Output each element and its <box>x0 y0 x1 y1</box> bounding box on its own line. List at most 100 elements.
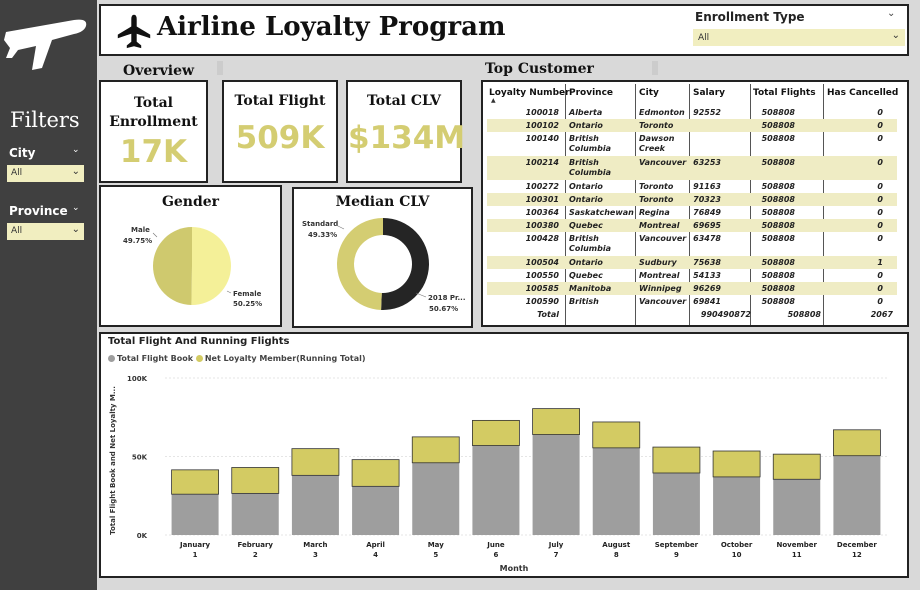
kpi-title-line: Total Flight <box>234 93 326 109</box>
column-header[interactable]: Province <box>569 88 614 98</box>
bar-net-loyalty-member[interactable] <box>833 429 881 457</box>
column-header[interactable]: Has Cancelled <box>827 88 899 98</box>
table-row[interactable]: 100550 Quebec Montreal 54133 508808 0 <box>487 269 897 282</box>
bar-total-flight-book[interactable] <box>652 472 700 535</box>
city-filter-label: City <box>9 146 36 160</box>
bar-net-loyalty-member[interactable] <box>772 453 821 480</box>
bar-total-flight-book[interactable] <box>592 447 640 535</box>
bar-total-flight-book[interactable] <box>231 493 279 535</box>
y-tick-label: 100K <box>127 375 148 383</box>
kpi-total-enrollment: Total Enrollment 17K <box>99 80 208 183</box>
slice-label-female: Female <box>233 290 262 298</box>
cell-has-cancelled: 0 <box>877 158 883 167</box>
bar-net-loyalty-member[interactable] <box>411 436 460 464</box>
table-row[interactable]: 100301 Ontario Toronto 70323 508808 0 <box>487 193 897 206</box>
bar-total-flight-book[interactable] <box>773 479 821 535</box>
kpi-total-clv: Total CLV $134M <box>346 80 466 183</box>
cell-city: Toronto <box>639 195 674 204</box>
city-select-chevron-icon: ⌄ <box>71 166 80 177</box>
cell-province: Quebec <box>569 271 603 280</box>
city-filter-select[interactable]: All ⌄ <box>7 165 84 182</box>
total-label: Total <box>537 310 559 319</box>
cell-salary: 63253 <box>693 158 721 167</box>
province-filter-select[interactable]: All ⌄ <box>7 223 84 240</box>
bar-net-loyalty-member[interactable] <box>472 419 520 446</box>
bar-total-flight-book[interactable] <box>412 462 460 535</box>
legend-item-total-flight-book[interactable]: Total Flight Book <box>108 354 193 363</box>
table-row[interactable]: 100272 Ontario Toronto 91163 508808 0 <box>487 180 897 193</box>
bar-net-loyalty-member[interactable] <box>231 467 280 494</box>
sort-ascending-icon[interactable]: ▲ <box>491 97 496 104</box>
x-tick-label-month: April <box>366 541 385 549</box>
table-row[interactable]: 100214 British Columbia Vancouver 63253 50880… <box>487 156 897 180</box>
y-tick-label: 0K <box>137 532 148 540</box>
column-header[interactable]: Salary <box>693 88 726 98</box>
bar-net-loyalty-member[interactable] <box>351 459 400 487</box>
pie-slice-male[interactable] <box>153 227 192 305</box>
cell-salary: 76849 <box>693 208 721 217</box>
bar-total-flight-book[interactable] <box>171 494 219 535</box>
bar-net-loyalty-member[interactable] <box>592 421 641 449</box>
bar-net-loyalty-member[interactable] <box>291 448 340 476</box>
total-flights: 508808 <box>787 310 821 319</box>
enrollment-type-select[interactable]: All ⌄ <box>693 29 905 46</box>
overview-scroll-handle[interactable] <box>217 61 223 75</box>
table-row[interactable]: 100585 Manitoba Winnipeg 96269 508808 0 <box>487 282 897 295</box>
cell-salary: 92552 <box>693 108 721 117</box>
cell-total-flights: 508808 <box>761 134 795 143</box>
header-panel: Airline Loyalty Program Enrollment Type … <box>99 4 909 56</box>
bar-total-flight-book[interactable] <box>833 455 881 535</box>
bar-net-loyalty-member[interactable] <box>532 408 580 435</box>
cell-loyalty-number: 100272 <box>525 182 559 191</box>
column-header[interactable]: City <box>639 88 659 98</box>
cell-city: Toronto <box>639 121 674 130</box>
province-chevron-down-icon[interactable]: ⌄ <box>72 203 80 213</box>
filters-title: Filters <box>10 108 80 132</box>
cell-city: Toronto <box>639 182 674 191</box>
table-row[interactable]: 100504 Ontario Sudbury 75638 508808 1 <box>487 256 897 269</box>
bar-net-loyalty-member[interactable] <box>712 450 761 478</box>
legend-label: Total Flight Book <box>117 354 194 363</box>
bar-total-flight-book[interactable] <box>713 476 761 535</box>
table-row[interactable]: 100018 Alberta Edmonton 92552 508808 0 <box>487 106 897 119</box>
cell-province: Saskatchewan <box>569 208 634 217</box>
cell-has-cancelled: 0 <box>877 208 883 217</box>
column-header[interactable]: Loyalty Number <box>489 88 570 98</box>
cell-total-flights: 508808 <box>761 284 795 293</box>
cell-salary: 63478 <box>693 234 721 243</box>
table-row[interactable]: 100140 British Columbia Dawson Creek 508808 0 <box>487 132 897 156</box>
kpi-value: $134M <box>348 120 466 156</box>
y-axis-label: Total Flight Book and Net Loyalty M... <box>109 386 117 535</box>
legend-item-net-loyalty[interactable]: Net Loyalty Member(Running Total) <box>195 354 366 363</box>
donut-slice-standard[interactable] <box>337 218 383 310</box>
cell-province: Alberta <box>569 108 603 117</box>
bar-total-flight-book[interactable] <box>352 486 400 535</box>
x-tick-label-number: 11 <box>792 551 802 559</box>
cell-city: Sudbury <box>639 258 677 267</box>
x-tick-label-number: 2 <box>253 551 258 559</box>
x-tick-label-month: June <box>486 541 505 549</box>
table-row[interactable]: 100102 Ontario Toronto 508808 0 <box>487 119 897 132</box>
bar-total-flight-book[interactable] <box>532 434 580 535</box>
table-row[interactable]: 100590 British Vancouver 69841 508808 0 <box>487 295 897 308</box>
bar-total-flight-book[interactable] <box>291 475 339 535</box>
bar-net-loyalty-member[interactable] <box>171 469 219 495</box>
cell-loyalty-number: 100214 <box>525 158 559 167</box>
total-salary: 990490872 <box>700 310 751 319</box>
bar-total-flight-book[interactable] <box>472 445 520 535</box>
province-select-chevron-icon: ⌄ <box>71 224 80 235</box>
column-header[interactable]: Total Flights <box>753 88 816 98</box>
cell-province: Ontario <box>569 258 603 267</box>
city-chevron-down-icon[interactable]: ⌄ <box>72 145 80 155</box>
cell-has-cancelled: 0 <box>877 221 883 230</box>
city-filter-value: All <box>11 168 23 178</box>
table-row[interactable]: 100364 Saskatchewan Regina 76849 508808 0 <box>487 206 897 219</box>
enrollment-chevron-down-icon[interactable]: ⌄ <box>887 8 896 19</box>
table-row[interactable]: 100380 Quebec Montreal 69695 508808 0 <box>487 219 897 232</box>
bar-net-loyalty-member[interactable] <box>652 446 701 474</box>
donut-slice-premium[interactable] <box>381 218 430 310</box>
cell-province: Ontario <box>569 182 603 191</box>
top-customer-scroll-handle[interactable] <box>652 61 658 75</box>
pie-slice-female[interactable] <box>191 227 232 305</box>
table-row[interactable]: 100428 British Columbia Vancouver 63478 50880… <box>487 232 897 256</box>
